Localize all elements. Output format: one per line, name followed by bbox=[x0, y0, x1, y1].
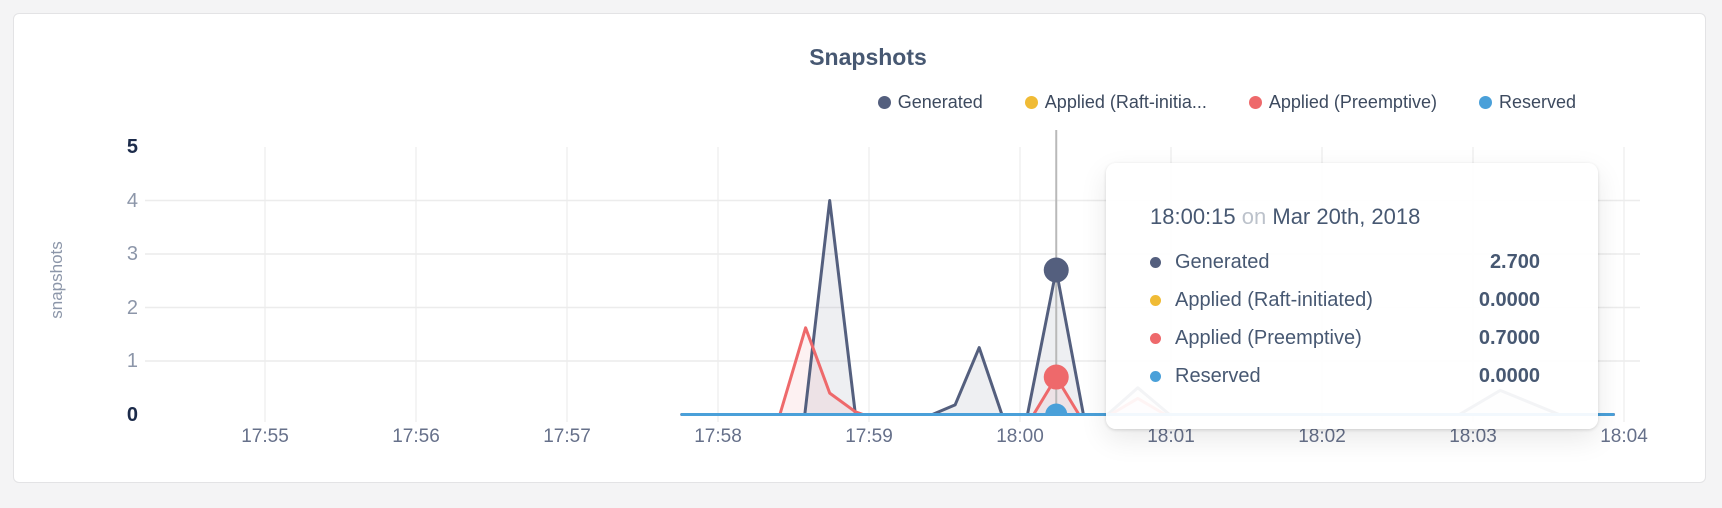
tooltip-series-label: Reserved bbox=[1175, 364, 1261, 387]
tooltip-series-dot-icon bbox=[1150, 370, 1161, 382]
tooltip-series-value: 0.0000 bbox=[1478, 364, 1540, 387]
tooltip-series-dot-icon bbox=[1150, 256, 1161, 268]
tooltip-row: Applied (Preemptive) 0.7000 bbox=[1150, 319, 1540, 357]
chart-title: Snapshots bbox=[809, 44, 927, 70]
tooltip-series-value: 2.700 bbox=[1489, 250, 1540, 273]
x-tick-label: 17:58 bbox=[694, 426, 742, 447]
legend-item-applied_preemptive[interactable]: Applied (Preemptive) bbox=[1248, 92, 1437, 113]
legend-dot-icon bbox=[877, 96, 891, 109]
tooltip-row: Generated 2.700 bbox=[1150, 243, 1540, 281]
x-tick-label: 17:57 bbox=[543, 426, 591, 447]
tooltip-rows: Generated 2.700 Applied (Raft-initiated) 0.… bbox=[1150, 243, 1540, 395]
legend-item-applied_raft[interactable]: Applied (Raft-initia... bbox=[1024, 92, 1207, 113]
tooltip-series-label: Applied (Raft-initiated) bbox=[1175, 288, 1373, 311]
legend-item-generated[interactable]: Generated bbox=[877, 92, 983, 113]
hover-dot-applied_preemptive[interactable] bbox=[1043, 364, 1069, 390]
tooltip-time: 18:00:15 bbox=[1150, 204, 1236, 229]
tooltip-row: Reserved 0.0000 bbox=[1150, 357, 1540, 395]
y-tick-label: 4 bbox=[126, 189, 138, 212]
y-tick-label: 0 bbox=[126, 403, 138, 426]
chart-legend: Generated Applied (Raft-initia... Applied … bbox=[877, 92, 1576, 113]
tooltip-series-label: Applied (Preemptive) bbox=[1175, 326, 1362, 349]
tooltip-series-value: 0.7000 bbox=[1478, 326, 1540, 349]
x-tick-label: 18:02 bbox=[1298, 426, 1346, 447]
tooltip-series-dot-icon bbox=[1150, 332, 1161, 344]
hover-dot-generated[interactable] bbox=[1043, 257, 1069, 283]
hover-dots-layer bbox=[1043, 257, 1069, 426]
legend-item-reserved[interactable]: Reserved bbox=[1478, 92, 1576, 113]
x-tick-label: 18:01 bbox=[1147, 426, 1195, 447]
hover-dot-reserved[interactable] bbox=[1045, 403, 1068, 426]
legend-dot-icon bbox=[1248, 96, 1262, 109]
tooltip-series-label: Generated bbox=[1175, 250, 1270, 273]
tooltip-connector: on bbox=[1241, 204, 1267, 229]
x-tick-label: 18:00 bbox=[996, 426, 1044, 447]
legend-dot-icon bbox=[1024, 96, 1038, 109]
legend-item-label: Generated bbox=[897, 92, 983, 112]
chart-tooltip: 18:00:15 on Mar 20th, 2018 Generated 2.70… bbox=[1106, 163, 1598, 429]
legend-item-label: Applied (Raft-initia... bbox=[1044, 92, 1207, 112]
x-tick-label: 17:56 bbox=[392, 426, 440, 447]
legend-item-label: Applied (Preemptive) bbox=[1268, 92, 1437, 112]
y-axis-label: snapshots bbox=[47, 241, 66, 319]
y-tick-label: 1 bbox=[126, 350, 138, 372]
tooltip-row: Applied (Raft-initiated) 0.0000 bbox=[1150, 281, 1540, 319]
legend-item-label: Reserved bbox=[1498, 92, 1576, 112]
tooltip-series-dot-icon bbox=[1150, 294, 1161, 306]
tooltip-date: Mar 20th, 2018 bbox=[1272, 204, 1421, 229]
tooltip-series-value: 0.0000 bbox=[1478, 288, 1540, 311]
x-tick-label: 18:04 bbox=[1600, 426, 1648, 447]
x-tick-label: 17:55 bbox=[241, 426, 289, 447]
x-tick-label: 17:59 bbox=[845, 426, 893, 447]
tooltip-title: 18:00:15 on Mar 20th, 2018 bbox=[1150, 203, 1540, 231]
y-tick-label: 5 bbox=[126, 136, 138, 158]
y-tick-label: 2 bbox=[126, 296, 138, 319]
legend-dot-icon bbox=[1478, 96, 1492, 109]
x-tick-label: 18:03 bbox=[1449, 426, 1497, 447]
y-tick-label: 3 bbox=[126, 243, 138, 265]
